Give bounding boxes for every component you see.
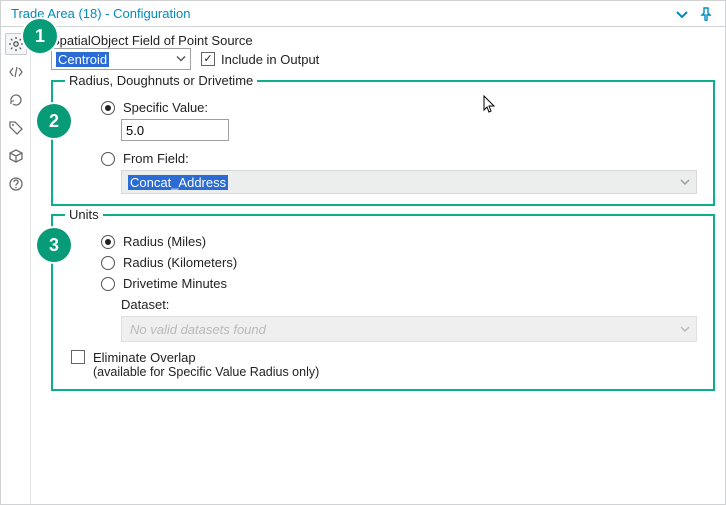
drivetime-label: Drivetime Minutes — [123, 276, 227, 291]
spatial-field-value: Centroid — [56, 52, 109, 67]
radio-specific-value[interactable] — [101, 101, 115, 115]
nav-package-icon[interactable] — [5, 145, 27, 167]
radio-drivetime[interactable] — [101, 277, 115, 291]
from-field-select[interactable]: Concat_Address — [121, 170, 697, 194]
specific-value-input[interactable] — [121, 119, 229, 141]
include-output-label: Include in Output — [221, 52, 319, 67]
dataset-placeholder: No valid datasets found — [130, 322, 266, 337]
radius-group-legend: Radius, Doughnuts or Drivetime — [65, 73, 257, 88]
chevron-down-icon — [176, 52, 186, 67]
callout-1: 1 — [23, 19, 57, 53]
eliminate-overlap-sub: (available for Specific Value Radius onl… — [93, 365, 319, 379]
include-output-checkbox[interactable] — [201, 52, 215, 66]
km-label: Radius (Kilometers) — [123, 255, 237, 270]
callout-2: 2 — [37, 104, 71, 138]
collapse-icon[interactable] — [675, 7, 693, 21]
eliminate-overlap-checkbox[interactable] — [71, 350, 85, 364]
miles-label: Radius (Miles) — [123, 234, 206, 249]
nav-refresh-icon[interactable] — [5, 89, 27, 111]
units-group-legend: Units — [65, 207, 103, 222]
chevron-down-icon — [680, 175, 690, 190]
radio-from-field[interactable] — [101, 152, 115, 166]
eliminate-overlap-label: Eliminate Overlap — [93, 350, 319, 365]
nav-code-icon[interactable] — [5, 61, 27, 83]
nav-help-icon[interactable] — [5, 173, 27, 195]
radio-miles[interactable] — [101, 235, 115, 249]
radio-km[interactable] — [101, 256, 115, 270]
spatial-field-label: SpatialObject Field of Point Source — [51, 33, 715, 48]
nav-tag-icon[interactable] — [5, 117, 27, 139]
dataset-label: Dataset: — [121, 297, 697, 312]
chevron-down-icon — [680, 322, 690, 337]
specific-value-label: Specific Value: — [123, 100, 208, 115]
spatial-field-select[interactable]: Centroid — [51, 48, 191, 70]
from-field-value: Concat_Address — [128, 175, 228, 190]
pin-icon[interactable] — [699, 7, 717, 21]
from-field-label: From Field: — [123, 151, 189, 166]
dataset-select[interactable]: No valid datasets found — [121, 316, 697, 342]
callout-3: 3 — [37, 228, 71, 262]
